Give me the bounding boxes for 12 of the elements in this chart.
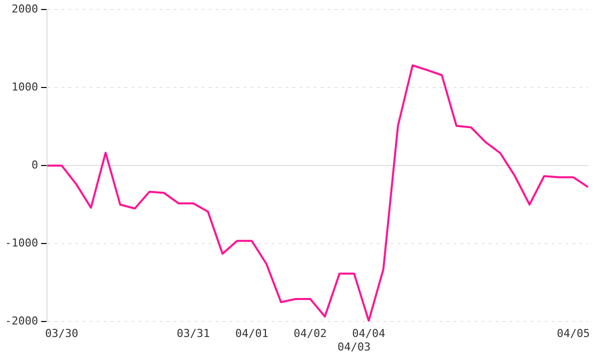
y-tick-label: -1000 [4, 236, 38, 250]
x-tick-label: 03/31 [176, 327, 210, 340]
y-tick-label: -2000 [4, 314, 38, 328]
x-tick-label: 04/01 [235, 327, 268, 340]
x-tick-label: 03/30 [45, 327, 78, 340]
x-tick-label: 04/04 [352, 327, 386, 340]
y-tick-label: 0 [31, 158, 38, 172]
x-tick-label: 04/03 [338, 340, 371, 354]
y-tick-label: 2000 [12, 2, 38, 16]
x-tick-label: 04/05 [556, 327, 590, 340]
y-tick-label: 1000 [12, 80, 38, 94]
x-tick-label: 04/02 [294, 327, 327, 340]
